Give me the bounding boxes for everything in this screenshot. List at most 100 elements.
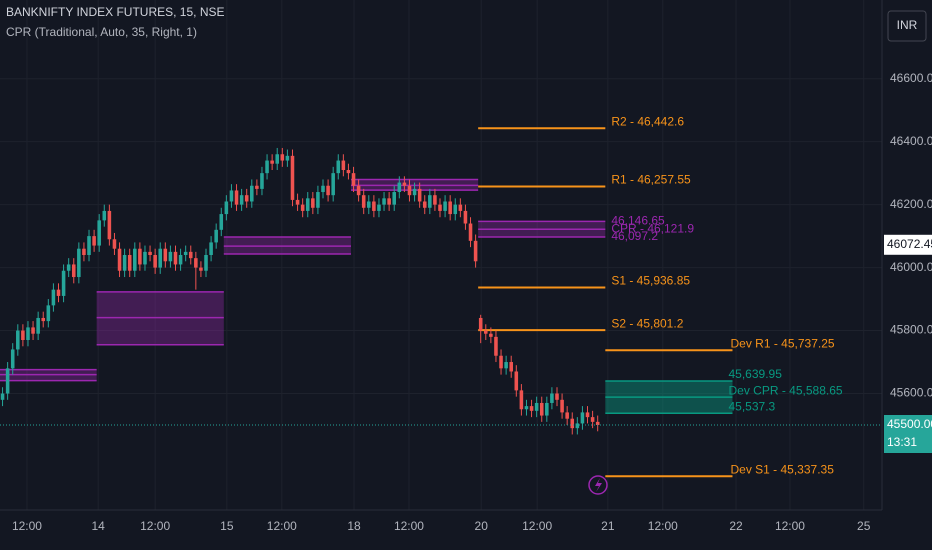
- candle-body: [565, 412, 569, 419]
- candle-body: [31, 327, 35, 334]
- candle-body: [280, 154, 285, 161]
- candle-body: [453, 204, 458, 215]
- candle-body: [183, 251, 188, 255]
- dev-cpr-label: Dev CPR - 45,588.65: [728, 383, 842, 397]
- countdown-label: 13:31: [887, 435, 917, 449]
- candle-body: [326, 185, 330, 196]
- candle-body: [509, 362, 513, 372]
- x-tick-label: 12:00: [775, 519, 805, 533]
- x-tick-label: 15: [220, 519, 234, 533]
- candle-body: [524, 406, 529, 410]
- candle-body: [478, 317, 483, 331]
- price-box: [884, 234, 932, 255]
- x-tick-label: 21: [601, 519, 615, 533]
- candle-body: [77, 248, 81, 278]
- candle-body: [377, 204, 381, 211]
- candle-body: [311, 198, 315, 208]
- candle-body: [570, 418, 575, 429]
- candle-body: [239, 195, 244, 205]
- currency-label[interactable]: INR: [897, 18, 918, 32]
- level-label: Dev S1 - 45,337.35: [730, 462, 834, 476]
- candle-body: [143, 251, 147, 265]
- candle-body: [539, 402, 544, 416]
- candle-body: [153, 255, 157, 268]
- x-tick-label: 25: [857, 519, 871, 533]
- level-label: R2 - 46,442.6: [611, 114, 684, 128]
- candle-body: [229, 190, 234, 202]
- candle-body: [133, 248, 137, 271]
- candle-body: [305, 198, 310, 211]
- candle-body: [71, 264, 76, 278]
- candle-body: [199, 267, 203, 271]
- candle-body: [443, 201, 447, 211]
- candle-body: [361, 195, 366, 208]
- candle-body: [21, 330, 25, 340]
- candle-body: [575, 423, 580, 429]
- x-tick-label: 22: [729, 519, 743, 533]
- candle-body: [219, 214, 224, 230]
- candle-body: [173, 251, 178, 265]
- level-label: S1 - 45,936.85: [611, 274, 690, 288]
- candle-body: [428, 195, 432, 208]
- candle-body: [107, 210, 112, 240]
- candle-body: [519, 390, 524, 410]
- candle-body: [484, 330, 488, 334]
- candle-body: [356, 185, 361, 196]
- candle-body: [295, 199, 300, 205]
- alert-icon[interactable]: [588, 475, 608, 495]
- level-label: R1 - 46,257.55: [611, 173, 691, 187]
- candle-body: [473, 240, 478, 262]
- candle-body: [300, 204, 305, 211]
- candle-body: [285, 155, 290, 161]
- candle-body: [290, 155, 295, 200]
- candle-body: [545, 402, 549, 416]
- candle-body: [16, 330, 20, 350]
- x-tick-label: 14: [91, 519, 105, 533]
- candle-body: [341, 160, 346, 170]
- price-label: 46072.45: [887, 237, 932, 251]
- candle-body: [270, 160, 274, 164]
- candle-body: [117, 248, 122, 271]
- candle-body: [534, 402, 539, 411]
- candle-body: [585, 412, 590, 418]
- candle-body: [46, 305, 51, 322]
- candle-body: [188, 251, 193, 259]
- x-tick-label: 18: [347, 519, 361, 533]
- candle-body: [392, 192, 396, 205]
- candle-body: [204, 255, 208, 271]
- currency-button[interactable]: [887, 10, 927, 42]
- candle-body: [41, 317, 46, 322]
- candle-body: [514, 371, 519, 391]
- candle-body: [468, 223, 473, 241]
- candle-body: [224, 201, 229, 215]
- cpr-label: 46,146.65: [611, 214, 665, 228]
- candle-body: [351, 173, 356, 186]
- candle-body: [489, 333, 493, 337]
- candle-body: [590, 417, 595, 422]
- candle-body: [209, 242, 213, 255]
- x-tick-label: 20: [475, 519, 489, 533]
- candle-body: [66, 264, 71, 271]
- candle-body: [127, 255, 132, 271]
- y-tick-label: 46000.00: [890, 260, 932, 274]
- y-tick-label: 46400.00: [890, 134, 932, 148]
- dev-cpr-label: 45,537.3: [728, 399, 775, 413]
- candle-body: [234, 190, 239, 205]
- candle-body: [560, 399, 564, 413]
- candle-body: [260, 173, 264, 189]
- candle-body: [367, 201, 371, 208]
- candle-body: [255, 185, 259, 189]
- alert-bolt[interactable]: [595, 478, 602, 492]
- x-tick-label: 12:00: [394, 519, 424, 533]
- x-tick-label: 12:00: [267, 519, 297, 533]
- candle-body: [417, 188, 422, 202]
- candle-body: [412, 188, 417, 196]
- candle-body: [499, 355, 503, 369]
- candle-body: [407, 185, 412, 196]
- candle-body: [595, 421, 600, 425]
- level-label: Dev R1 - 45,737.25: [730, 336, 834, 350]
- candle-body: [244, 195, 249, 202]
- candle-body: [458, 204, 463, 211]
